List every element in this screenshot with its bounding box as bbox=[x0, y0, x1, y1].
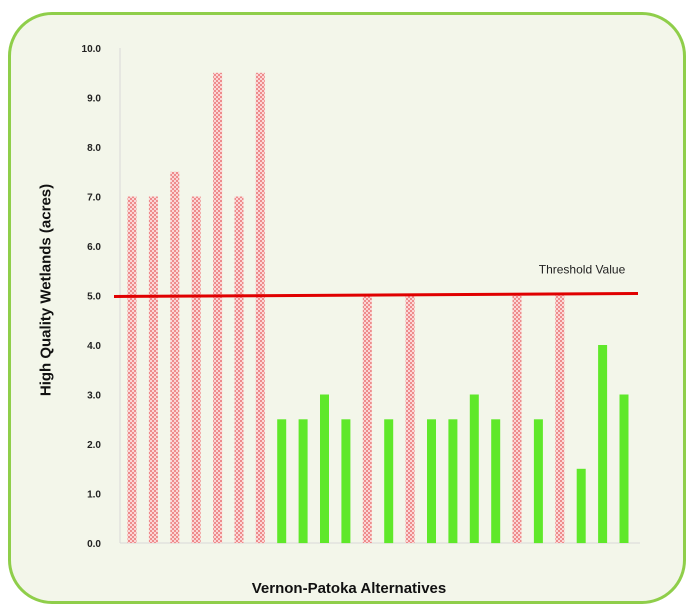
y-axis: 0.0 1.0 2.0 3.0 4.0 5.0 6.0 7.0 8.0 9.0 10.0 bbox=[82, 44, 640, 550]
bar bbox=[555, 295, 565, 543]
y-tick-label: 10.0 bbox=[82, 44, 102, 55]
y-tick-label: 0.0 bbox=[87, 539, 101, 550]
y-tick-label: 8.0 bbox=[87, 143, 101, 154]
bar bbox=[512, 295, 522, 543]
bar bbox=[255, 72, 265, 544]
bar bbox=[448, 419, 458, 544]
threshold-label: Threshold Value bbox=[539, 263, 626, 277]
bar bbox=[576, 468, 586, 544]
y-tick-label: 4.0 bbox=[87, 341, 101, 352]
bars bbox=[127, 72, 629, 544]
y-tick-label: 3.0 bbox=[87, 391, 101, 402]
bar bbox=[469, 394, 479, 543]
bar bbox=[341, 419, 351, 544]
bar bbox=[427, 419, 436, 544]
y-tick-label: 5.0 bbox=[87, 292, 101, 303]
bar bbox=[491, 419, 501, 544]
bar bbox=[405, 295, 415, 543]
bar bbox=[148, 196, 158, 543]
y-tick-label: 1.0 bbox=[87, 490, 101, 501]
bar bbox=[191, 196, 201, 543]
bar bbox=[277, 419, 287, 544]
y-axis-title: High Quality Wetlands (acres) bbox=[37, 183, 55, 397]
y-tick-label: 9.0 bbox=[87, 94, 101, 105]
bar bbox=[598, 345, 608, 543]
bar bbox=[619, 394, 629, 543]
bar bbox=[127, 196, 137, 543]
y-tick-label: 6.0 bbox=[87, 242, 101, 253]
threshold: Threshold Value bbox=[113, 263, 639, 298]
x-axis-title: Vernon-Patoka Alternatives bbox=[251, 580, 447, 597]
bar bbox=[533, 419, 543, 544]
bar bbox=[298, 419, 308, 544]
y-tick-label: 7.0 bbox=[87, 193, 101, 204]
threshold-line bbox=[113, 292, 639, 298]
bar bbox=[234, 196, 244, 543]
bar bbox=[213, 72, 223, 544]
y-tick-label: 2.0 bbox=[87, 440, 101, 451]
bar bbox=[320, 394, 329, 543]
bar bbox=[362, 295, 372, 543]
bar bbox=[384, 419, 394, 544]
bar bbox=[170, 171, 180, 544]
